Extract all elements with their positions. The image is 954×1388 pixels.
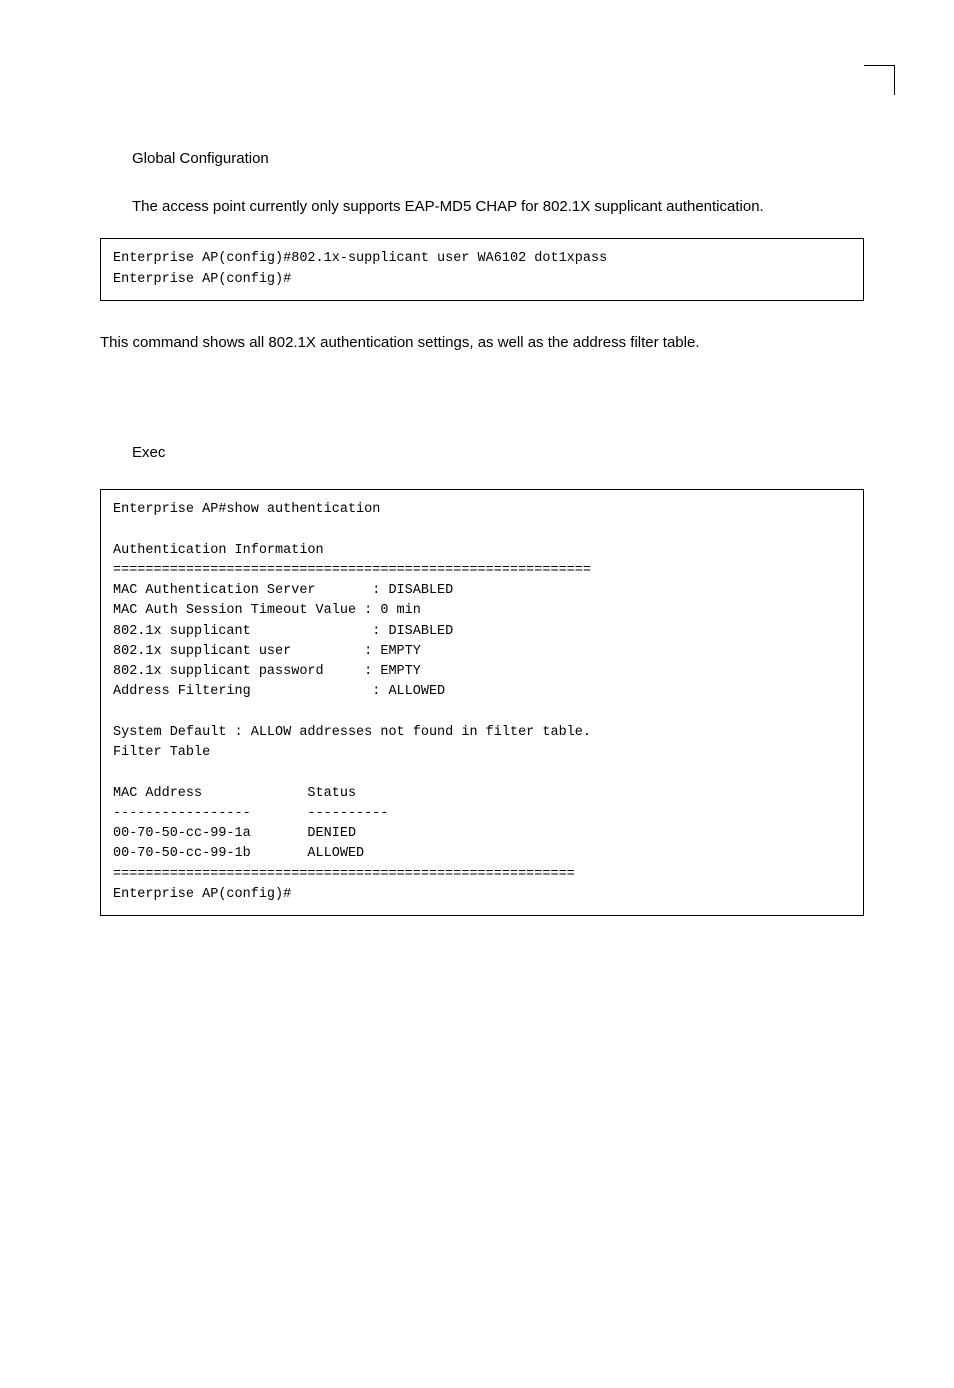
code-line: 802.1x supplicant : DISABLED [113, 624, 453, 639]
code-line: Filter Table [113, 745, 210, 760]
code-line: Enterprise AP#show authentication [113, 502, 380, 517]
body-text-eap: The access point currently only supports… [132, 195, 864, 218]
code-line: ========================================… [113, 563, 591, 578]
code-line: Address Filtering : ALLOWED [113, 684, 445, 699]
code-line: Authentication Information [113, 543, 324, 558]
code-line: System Default : ALLOW addresses not fou… [113, 725, 591, 740]
code-line: Enterprise AP(config)# [113, 887, 291, 902]
code-line: ========================================… [113, 867, 575, 882]
code-line: MAC Address Status [113, 786, 356, 801]
crop-mark [864, 40, 914, 90]
code-line: 00-70-50-cc-99-1b ALLOWED [113, 846, 364, 861]
code-block-show-auth: Enterprise AP#show authentication Authen… [100, 489, 864, 916]
code-line: ----------------- ---------- [113, 806, 388, 821]
code-line: 802.1x supplicant user : EMPTY [113, 644, 421, 659]
section-heading-global-config: Global Configuration [132, 150, 864, 167]
code-line: MAC Authentication Server : DISABLED [113, 583, 453, 598]
code-line: Enterprise AP(config)# [113, 272, 291, 287]
section-heading-exec: Exec [132, 444, 864, 461]
code-block-supplicant: Enterprise AP(config)#802.1x-supplicant … [100, 238, 864, 301]
description-show-auth: This command shows all 802.1X authentica… [100, 331, 864, 354]
code-line: Enterprise AP(config)#802.1x-supplicant … [113, 251, 607, 266]
code-line: 00-70-50-cc-99-1a DENIED [113, 826, 356, 841]
code-line: 802.1x supplicant password : EMPTY [113, 664, 421, 679]
code-line: MAC Auth Session Timeout Value : 0 min [113, 603, 421, 618]
